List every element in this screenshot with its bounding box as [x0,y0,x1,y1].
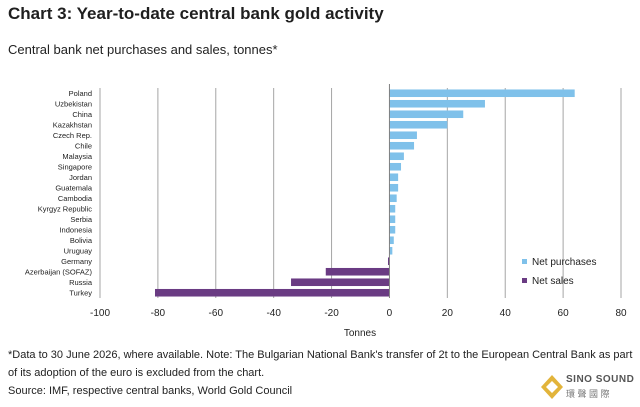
bars [154,84,575,298]
category-label-uzbekistan: Uzbekistan [55,99,92,108]
bar-uzbekistan [389,99,485,108]
legend-label-net-purchases: Net purchases [532,257,596,268]
diamond-logo-icon [541,375,563,399]
bar-bolivia [389,236,394,245]
x-axis-label: Tonnes [344,328,376,339]
sino-sound-logo: SINO SOUND 環 聲 國 際 [540,374,636,402]
bar-singapore [389,162,402,171]
category-label-serbia: Serbia [70,215,93,224]
category-label-malaysia: Malaysia [62,152,92,161]
category-label-bolivia: Bolivia [70,236,93,245]
x-tick-label: 60 [558,308,570,319]
category-label-indonesia: Indonesia [59,225,92,234]
bar-germany [387,257,390,266]
category-label-germany: Germany [61,257,92,266]
category-label-chile: Chile [75,141,92,150]
category-label-cambodia: Cambodia [58,194,93,203]
chart-title: Chart 3: Year-to-date central bank gold … [8,4,384,23]
bar-serbia [389,215,396,224]
bar-turkey [154,288,390,297]
x-tick-label: 0 [387,308,393,319]
x-tick-label: 80 [615,308,627,319]
category-label-russia: Russia [69,278,93,287]
category-label-jordan: Jordan [69,173,92,182]
x-tick-label: 40 [500,308,512,319]
x-tick-label: 20 [442,308,454,319]
category-label-turkey: Turkey [69,288,92,297]
chart-subtitle: Central bank net purchases and sales, to… [8,42,278,57]
x-tick-label: -100 [90,308,110,319]
x-tick-label: -60 [209,308,224,319]
x-tick-labels: -100 -80 -60 -40 -20 0 20 40 60 80 [90,308,627,319]
bar-cambodia [389,194,397,203]
category-label-china: China [72,110,92,119]
bar-malaysia [389,152,404,161]
category-label-singapore: Singapore [58,162,92,171]
category-label-guatemala: Guatemala [55,183,93,192]
category-label-azerbaijan-sofaz: Azerbaijan (SOFAZ) [25,267,93,276]
legend-swatch-net-purchases [522,259,527,264]
bar-jordan [389,173,399,182]
legend-label-net-sales: Net sales [532,276,574,287]
bar-kazakhstan [389,120,448,129]
bar-azerbaijan-sofaz [325,267,390,276]
x-tick-label: -20 [324,308,339,319]
bar-kyrgyz-republic [389,204,396,213]
bar-guatemala [389,183,399,192]
category-label-poland: Poland [69,89,92,98]
logo-text-latin: SINO SOUND [566,374,635,385]
bar-russia [291,278,390,287]
category-label-czech-rep: Czech Rep. [53,131,92,140]
category-label-kyrgyz-republic: Kyrgyz Republic [38,204,92,213]
category-label-uruguay: Uruguay [64,246,93,255]
legend-swatch-net-sales [522,278,527,283]
chart-source: Source: IMF, respective central banks, W… [8,385,293,397]
bar-czech-rep [389,131,417,140]
logo-text-chinese: 環 聲 國 際 [566,389,610,399]
legend: Net purchases Net sales [522,257,596,287]
bar-poland [389,89,575,98]
category-label-kazakhstan: Kazakhstan [53,120,92,129]
bar-uruguay [389,246,393,255]
bar-china [389,110,464,119]
bar-indonesia [389,225,396,234]
chart-footnote: *Data to 30 June 2026, where available. … [8,349,633,379]
x-tick-label: -40 [266,308,281,319]
bar-chile [389,141,415,150]
x-tick-label: -80 [151,308,166,319]
